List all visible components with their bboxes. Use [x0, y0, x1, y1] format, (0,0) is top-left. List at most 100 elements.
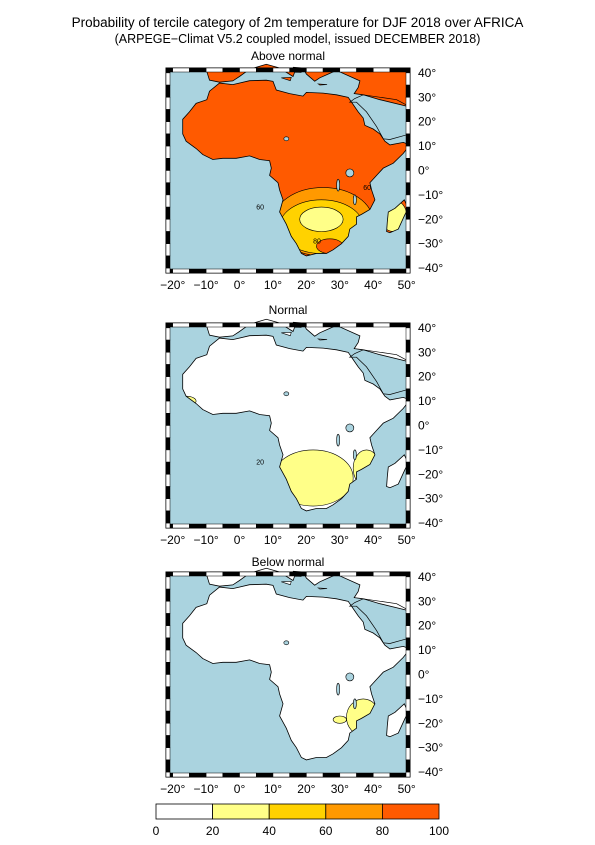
latitude-tick-label: 0° [418, 668, 430, 682]
frame-segment [165, 498, 171, 512]
frame-segment [165, 674, 171, 687]
frame-segment [205, 67, 224, 73]
frame-segment [239, 772, 257, 778]
map-svg: −20° −10° 0° 10° 20° 30° 40° 50° 40° 30° 20° 10° 0° −… [160, 567, 443, 796]
frame-segment [165, 109, 171, 122]
frame-segment [389, 322, 407, 328]
frame-segment [405, 267, 411, 274]
frame-segment [405, 601, 411, 614]
europe-landmass [205, 567, 411, 612]
legend-svg: 0 20 40 60 80 100 [153, 803, 449, 838]
frame-segment [372, 772, 391, 778]
frame-segment [172, 322, 190, 328]
frame-segment [339, 571, 357, 577]
frame-segment [405, 133, 411, 147]
frame-segment [306, 268, 324, 274]
latitude-tick-label: 0° [418, 419, 430, 433]
sicily [281, 331, 292, 337]
frame-segment [322, 571, 341, 577]
frame-segment [339, 67, 357, 73]
panel-title-above-normal: Above normal [250, 49, 326, 63]
lake-malawi [353, 449, 357, 461]
frame-segment [405, 413, 411, 426]
frame-segment [165, 133, 171, 147]
frame-segment [165, 255, 171, 269]
frame-segment [405, 649, 411, 663]
lake-victoria [345, 423, 355, 433]
frame-segment [165, 121, 171, 135]
longitude-tick-label: 50° [398, 533, 416, 547]
latitude-tick-label: −40° [418, 516, 443, 530]
longitude-tick-label: 30° [331, 533, 349, 547]
longitude-tick-label: 0° [234, 533, 246, 547]
frame-segment [165, 613, 171, 626]
frame-segment [222, 268, 240, 274]
longitude-tick-label: 0° [234, 782, 246, 796]
frame-segment [405, 243, 411, 257]
longitude-tick-label: −20° [160, 533, 185, 547]
frame-segment [405, 158, 411, 171]
lake-chad [283, 640, 290, 646]
latitude-tick-label: 20° [418, 619, 436, 633]
frame-segment [205, 322, 224, 328]
legend-tick-label: 80 [376, 824, 390, 838]
frame-segment [165, 571, 171, 578]
frame-segment [289, 67, 307, 73]
frame-segment [272, 322, 290, 328]
frame-segment [405, 759, 411, 773]
frame-segment [405, 352, 411, 365]
frame-segment [405, 771, 411, 778]
frame-segment [165, 771, 171, 778]
frame-segment [165, 170, 171, 183]
legend-swatch-c20_40 [212, 803, 270, 820]
frame-segment [372, 571, 391, 577]
frame-segment [165, 425, 171, 438]
frame-segment [405, 449, 411, 463]
legend-swatch-c60_80 [325, 803, 383, 820]
frame-segment [165, 486, 171, 499]
frame-segment [289, 772, 307, 778]
frame-segment [405, 364, 411, 377]
frame-segment [405, 662, 411, 675]
frame-segment [165, 723, 171, 736]
panel-title-below-normal: Below normal [251, 555, 325, 569]
latitude-tick-label: −20° [418, 467, 443, 481]
frame-segment [405, 674, 411, 687]
legend-tick-label: 0 [153, 824, 160, 838]
frame-segment [222, 523, 240, 529]
longitude-tick-label: −20° [160, 278, 185, 292]
figure-title: Probability of tercile category of 2m te… [0, 14, 595, 48]
frame-segment [205, 772, 224, 778]
frame-segment [272, 67, 290, 73]
longitude-tick-label: 20° [297, 533, 315, 547]
lake-tanganyika [336, 433, 340, 447]
frame-segment [405, 625, 411, 639]
frame-segment [405, 121, 411, 135]
frame-segment [255, 67, 274, 73]
frame-segment [306, 322, 324, 328]
frame-segment [372, 67, 391, 73]
latitude-tick-label: 30° [418, 594, 436, 608]
lake-chad [283, 136, 290, 142]
frame-segment [165, 231, 171, 244]
frame-segment [165, 710, 171, 724]
red-sea-coastline [348, 94, 411, 140]
africa-coastline [182, 79, 411, 257]
frame-segment [165, 735, 171, 748]
frame-segment [405, 698, 411, 712]
frame-segment [339, 322, 357, 328]
frame-segment [405, 747, 411, 761]
legend-swatch-c40_60 [268, 803, 327, 820]
frame-segment [405, 461, 411, 475]
frame-segment [322, 322, 341, 328]
frame-segment [165, 376, 171, 390]
latitude-tick-label: 40° [418, 570, 436, 584]
frame-segment [239, 67, 257, 73]
frame-segment [405, 576, 411, 590]
map-below-normal: −20° −10° 0° 10° 20° 30° 40° 50° 40° 30° 20° 10° 0° −… [160, 567, 443, 796]
frame-segment [372, 322, 391, 328]
frame-segment [405, 67, 411, 74]
frame-segment [165, 67, 171, 74]
frame-segment [405, 231, 411, 244]
longitude-tick-label: 40° [364, 782, 382, 796]
